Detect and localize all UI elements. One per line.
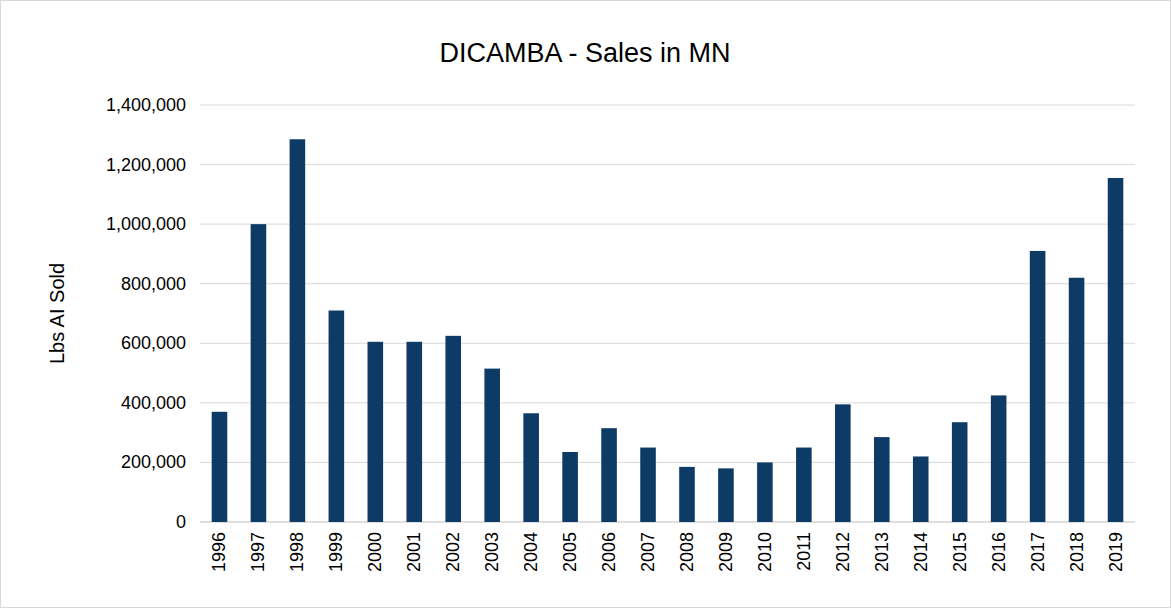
grid-line: [200, 164, 1135, 165]
x-tick-label: 2002: [443, 532, 463, 572]
bar: [796, 448, 812, 522]
bar: [679, 467, 695, 522]
bar: [991, 395, 1007, 522]
bar: [406, 342, 422, 522]
bar: [212, 412, 228, 522]
x-tick-label: 2001: [404, 532, 424, 572]
x-tick-label: 2015: [950, 532, 970, 572]
x-tick-label: 1998: [287, 532, 307, 572]
bar: [1108, 178, 1124, 522]
x-tick-label: 2013: [872, 532, 892, 572]
bar: [1030, 251, 1046, 522]
bar: [562, 452, 578, 522]
x-tick-label: 1996: [209, 532, 229, 572]
bar: [835, 404, 851, 522]
grid-line: [200, 105, 1135, 106]
y-tick-label: 1,200,000: [106, 155, 186, 175]
y-tick-label: 1,000,000: [106, 214, 186, 234]
grid-line: [200, 224, 1135, 225]
bar: [251, 224, 267, 522]
bar: [368, 342, 384, 522]
grid-line: [200, 283, 1135, 284]
bar: [601, 428, 617, 522]
bar: [1069, 278, 1085, 522]
chart: DICAMBA - Sales in MN Lbs AI Sold 0 200,000…: [0, 0, 1171, 608]
y-tick-label: 0: [176, 512, 186, 532]
bar: [718, 468, 734, 522]
bar: [290, 139, 306, 522]
bar: [913, 456, 929, 522]
bar: [874, 437, 890, 522]
x-tick-label: 2000: [365, 532, 385, 572]
y-tick-label: 400,000: [121, 393, 186, 413]
x-tick-label: 2006: [599, 532, 619, 572]
y-tick-label: 200,000: [121, 452, 186, 472]
x-tick-label: 1999: [326, 532, 346, 572]
bar: [445, 336, 461, 522]
y-axis-label: Lbs AI Sold: [46, 263, 68, 364]
bar: [757, 462, 773, 522]
bar: [523, 413, 539, 522]
y-tick-label: 800,000: [121, 274, 186, 294]
x-tick-label: 2019: [1106, 532, 1126, 572]
bar: [952, 422, 968, 522]
x-tick-label: 1997: [248, 532, 268, 572]
title: DICAMBA - Sales in MN: [439, 38, 730, 68]
x-tick-label: 2003: [482, 532, 502, 572]
bar: [329, 311, 345, 522]
chart-border: [1, 1, 1171, 608]
x-tick-label: 2007: [638, 532, 658, 572]
x-tick-label: 2011: [794, 532, 814, 571]
y-tick-label: 600,000: [121, 333, 186, 353]
bar: [640, 448, 656, 522]
x-tick-label: 2016: [989, 532, 1009, 572]
x-tick-label: 2004: [521, 532, 541, 572]
x-tick-label: 2009: [716, 532, 736, 572]
x-tick-label: 2008: [677, 532, 697, 572]
bars: [212, 139, 1124, 522]
x-tick-label: 2010: [755, 532, 775, 572]
x-tick-label: 2005: [560, 532, 580, 572]
x-tick-label: 2018: [1067, 532, 1087, 572]
bar: [484, 369, 500, 522]
y-tick-label: 1,400,000: [106, 95, 186, 115]
x-tick-label: 2012: [833, 532, 853, 572]
x-tick-label: 2017: [1028, 532, 1048, 572]
x-tick-label: 2014: [911, 532, 931, 572]
